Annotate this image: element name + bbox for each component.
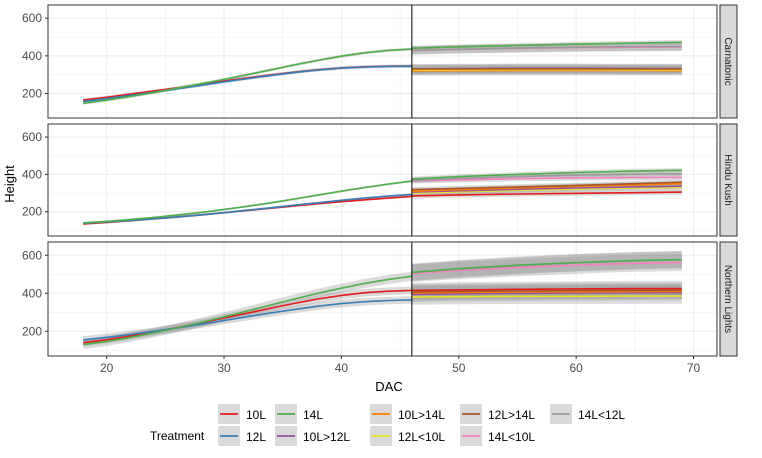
legend-title: Treatment — [150, 429, 205, 443]
panel: 200 400 600 Carnatonic — [22, 4, 738, 119]
series-line — [411, 295, 682, 298]
facet-strip — [719, 123, 738, 237]
series-line — [411, 261, 682, 275]
panel: 200 400 600 Northern Lights — [22, 241, 738, 357]
y-tick-label: 600 — [22, 130, 42, 144]
ci-ribbon — [83, 296, 412, 344]
y-tick-label: 600 — [22, 248, 42, 262]
y-tick-label: 400 — [22, 286, 42, 300]
panel-border — [47, 4, 718, 119]
x-tick-label: 70 — [687, 361, 701, 375]
x-tick-label: 50 — [452, 361, 466, 375]
facet-strip-label: Hindu Kush — [722, 154, 733, 206]
series-line — [83, 180, 412, 224]
legend-item: 12L>14L — [460, 404, 535, 424]
y-tick-label: 400 — [22, 49, 42, 63]
panel-border — [47, 123, 718, 237]
series-line — [411, 182, 682, 192]
series-line — [411, 258, 682, 274]
legend-label: 12L>14L — [488, 408, 535, 422]
legend-label: 10L>12L — [303, 430, 350, 444]
facet-strip — [719, 4, 738, 119]
x-tick-label: 60 — [569, 361, 583, 375]
series-line — [411, 290, 682, 294]
legend-label: 12L — [246, 430, 266, 444]
y-axis-title: Height — [2, 165, 17, 203]
series-line — [411, 41, 682, 50]
series-line — [411, 291, 682, 296]
legend-item: 10L>14L — [370, 404, 445, 424]
panel: 200 400 600 Hindu Kush — [22, 123, 738, 237]
x-axis: 20 30 40 50 60 70 — [100, 356, 701, 375]
legend-label: 10L>14L — [398, 408, 445, 422]
y-tick-label: 200 — [22, 205, 42, 219]
legend-item: 12L<10L — [370, 426, 445, 446]
series-line — [411, 287, 682, 292]
ci-ribbon — [83, 180, 412, 225]
legend-item: 14L<12L — [550, 404, 625, 424]
series-line — [83, 275, 412, 346]
series-line — [411, 176, 682, 182]
series-line — [411, 45, 682, 52]
legend-label: 14L<12L — [578, 408, 625, 422]
legend-item: 10L — [218, 404, 266, 424]
legend-label: 14L — [303, 408, 323, 422]
panel-background — [48, 5, 717, 118]
facet-strip — [719, 241, 738, 357]
series-line — [83, 193, 412, 225]
legend-label: 14L<10L — [488, 430, 535, 444]
panel-border — [47, 241, 718, 357]
series-line — [411, 186, 682, 194]
x-tick-label: 20 — [100, 361, 114, 375]
series-line — [83, 299, 412, 341]
legend-item: 14L<10L — [460, 426, 535, 446]
series-line — [83, 65, 412, 103]
legend-item: 14L — [275, 404, 323, 424]
facet-strip-label: Northern Lights — [722, 265, 733, 333]
y-tick-label: 200 — [22, 87, 42, 101]
series-line — [411, 172, 682, 182]
series-line — [83, 48, 412, 105]
series-line — [411, 185, 682, 193]
series-line — [411, 191, 682, 197]
y-tick-label: 400 — [22, 167, 42, 181]
x-tick-label: 30 — [217, 361, 231, 375]
y-tick-label: 200 — [22, 324, 42, 338]
series-line — [411, 169, 682, 180]
series-line — [83, 289, 412, 344]
series-line — [411, 289, 682, 293]
legend: Treatment 10L 12L 14L 10L>12L 10L>14L 12L<10L… — [150, 404, 625, 446]
y-tick-label: 600 — [22, 11, 42, 25]
x-axis-title: DAC — [375, 379, 402, 394]
legend-item: 10L>12L — [275, 426, 350, 446]
x-tick-label: 40 — [335, 361, 349, 375]
series-line — [411, 181, 682, 191]
legend-label: 10L — [246, 408, 266, 422]
facet-strip-label: Carnatonic — [722, 37, 733, 85]
legend-item: 12L — [218, 426, 266, 446]
legend-label: 12L<10L — [398, 430, 445, 444]
